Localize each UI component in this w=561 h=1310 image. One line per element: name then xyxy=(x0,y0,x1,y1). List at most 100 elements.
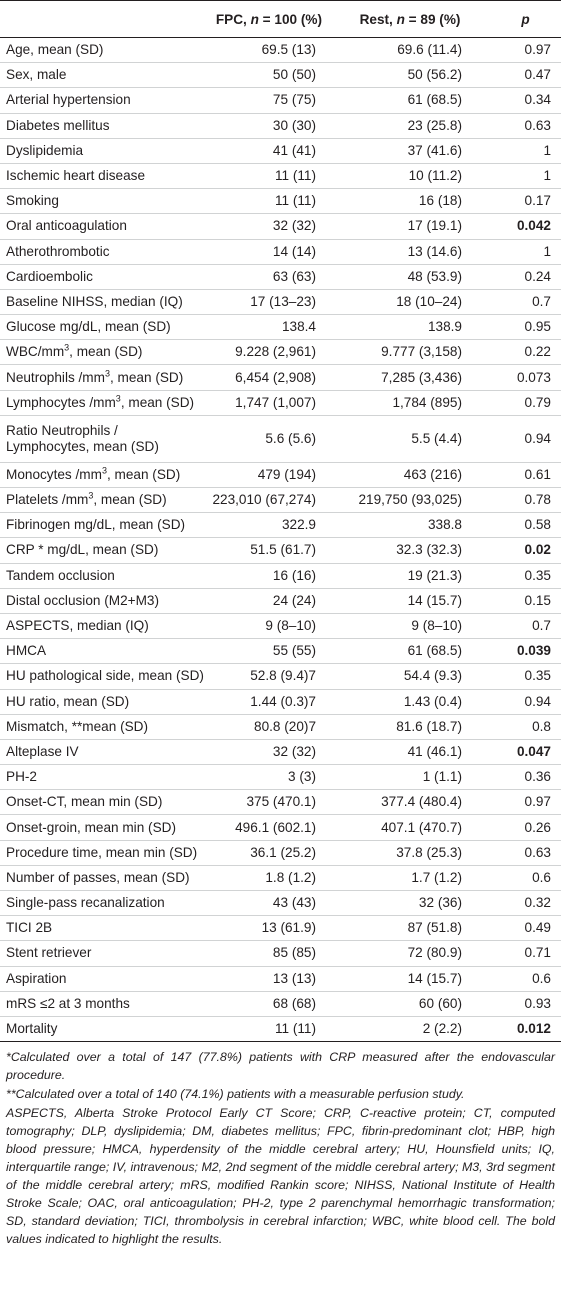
cell-fpc: 3 (3) xyxy=(198,764,330,791)
table-row: Mismatch, **mean (SD) 80.8 (20)7 81.6 (18.… xyxy=(0,714,561,740)
cell-rest: 37 (41.6) xyxy=(330,138,490,164)
row-label: Aspiration xyxy=(0,966,198,992)
row-label: Dyslipidemia xyxy=(0,138,198,164)
table-row: TICI 2B 13 (61.9) 87 (51.8) 0.49 xyxy=(0,915,561,942)
header-fpc: FPC, n = 100 (%) xyxy=(198,0,330,38)
cell-rest: 9 (8–10) xyxy=(330,613,490,640)
cell-p-value: 0.32 xyxy=(490,890,561,917)
table-row: Tandem occlusion 16 (16) 19 (21.3) 0.35 xyxy=(0,563,561,589)
row-label: Cardioembolic xyxy=(0,264,198,290)
cell-fpc: 11 (11) xyxy=(198,163,330,190)
cell-rest: 7,285 (3,436) xyxy=(330,364,490,391)
cell-fpc: 68 (68) xyxy=(198,991,330,1017)
cell-p-value: 0.61 xyxy=(490,462,561,489)
cell-fpc: 41 (41) xyxy=(198,138,330,164)
cell-rest: 61 (68.5) xyxy=(330,638,490,665)
cell-rest: 48 (53.9) xyxy=(330,264,490,290)
header-row: FPC, n = 100 (%) Rest, n = 89 (%) p xyxy=(0,0,561,38)
table-row: mRS ≤2 at 3 months 68 (68) 60 (60) 0.93 xyxy=(0,991,561,1017)
cell-rest: 19 (21.3) xyxy=(330,563,490,589)
table-row: PH-2 3 (3) 1 (1.1) 0.36 xyxy=(0,764,561,791)
row-label: HU ratio, mean (SD) xyxy=(0,689,198,715)
cell-p-value: 0.49 xyxy=(490,915,561,942)
header-rest-n: n xyxy=(396,11,405,27)
cell-rest: 1 (1.1) xyxy=(330,764,490,791)
cell-fpc: 63 (63) xyxy=(198,264,330,290)
cell-p-value: 0.36 xyxy=(490,764,561,791)
cell-p-value: 0.7 xyxy=(490,613,561,640)
cell-p-value: 0.34 xyxy=(490,87,561,114)
cell-fpc: 13 (61.9) xyxy=(198,915,330,942)
table-row: ASPECTS, median (IQ) 9 (8–10) 9 (8–10) 0.7 xyxy=(0,613,561,640)
row-label: Tandem occlusion xyxy=(0,563,198,589)
row-label: Mismatch, **mean (SD) xyxy=(0,714,198,740)
row-label: Ratio Neutrophils / Lymphocytes, mean (S… xyxy=(0,415,198,463)
cell-rest: 18 (10–24) xyxy=(330,289,490,316)
row-label-suffix: , mean (SD) xyxy=(106,466,181,482)
row-label-superscript: 3 xyxy=(88,490,94,501)
footnote: *Calculated over a total of 147 (77.8%) … xyxy=(6,1050,555,1083)
cell-p-value: 0.073 xyxy=(490,364,561,391)
cell-fpc: 322.9 xyxy=(198,512,330,539)
footnote: ASPECTS, Alberta Stroke Protocol Early C… xyxy=(6,1106,555,1247)
cell-p-value: 0.012 xyxy=(490,1016,561,1043)
cell-rest: 9.777 (3,158) xyxy=(330,339,490,366)
cell-rest: 32.3 (32.3) xyxy=(330,537,490,564)
row-label-text: Neutrophils /mm xyxy=(6,369,105,385)
cell-fpc: 9.228 (2,961) xyxy=(198,339,330,366)
cell-rest: 50 (56.2) xyxy=(330,62,490,89)
row-label: Platelets /mm3, mean (SD) xyxy=(0,487,198,514)
table-row: Diabetes mellitus 30 (30) 23 (25.8) 0.63 xyxy=(0,113,561,139)
table-row: HU pathological side, mean (SD) 52.8 (9.4… xyxy=(0,663,561,690)
footnote: **Calculated over a total of 140 (74.1%)… xyxy=(6,1087,465,1102)
cell-rest: 81.6 (18.7) xyxy=(330,714,490,740)
table-row: Fibrinogen mg/dL, mean (SD) 322.9 338.8 0.5… xyxy=(0,512,561,539)
cell-rest: 10 (11.2) xyxy=(330,163,490,190)
cell-p-value: 0.047 xyxy=(490,739,561,766)
row-label: Lymphocytes /mm3, mean (SD) xyxy=(0,390,198,416)
cell-p-value: 0.94 xyxy=(490,415,561,463)
header-rest-suffix: = 89 (%) xyxy=(404,11,461,27)
cell-p-value: 0.93 xyxy=(490,991,561,1017)
row-label: Baseline NIHSS, median (IQ) xyxy=(0,289,198,316)
cell-p-value: 0.35 xyxy=(490,563,561,589)
cell-rest: 138.9 xyxy=(330,314,490,341)
cell-p-value: 0.6 xyxy=(490,865,561,892)
table-row: WBC/mm3, mean (SD) 9.228 (2,961) 9.777 (3,… xyxy=(0,339,561,366)
cell-fpc: 52.8 (9.4)7 xyxy=(198,663,330,690)
row-label: Stent retriever xyxy=(0,940,198,967)
table-row: Smoking 11 (11) 16 (18) 0.17 xyxy=(0,188,561,215)
cell-p-value: 0.6 xyxy=(490,966,561,992)
table-row: Dyslipidemia 41 (41) 37 (41.6) 1 xyxy=(0,138,561,164)
cell-p-value: 0.58 xyxy=(490,512,561,539)
cell-p-value: 0.71 xyxy=(490,940,561,967)
table-row: Mortality 11 (11) 2 (2.2) 0.012 xyxy=(0,1016,561,1043)
cell-fpc: 80.8 (20)7 xyxy=(198,714,330,740)
cell-rest: 2 (2.2) xyxy=(330,1016,490,1043)
cell-p-value: 0.17 xyxy=(490,188,561,215)
cell-p-value: 1 xyxy=(490,239,561,265)
cell-rest: 41 (46.1) xyxy=(330,739,490,766)
cell-p-value: 0.78 xyxy=(490,487,561,514)
row-label-superscript: 3 xyxy=(115,393,121,404)
cell-fpc: 51.5 (61.7) xyxy=(198,537,330,564)
table-row: Procedure time, mean min (SD) 36.1 (25.2)… xyxy=(0,840,561,866)
cell-rest: 1.43 (0.4) xyxy=(330,689,490,715)
table-row: Ischemic heart disease 11 (11) 10 (11.2) 1 xyxy=(0,163,561,190)
row-label: Alteplase IV xyxy=(0,739,198,766)
table-row: Aspiration 13 (13) 14 (15.7) 0.6 xyxy=(0,966,561,992)
cell-fpc: 479 (194) xyxy=(198,462,330,489)
table-row: Arterial hypertension 75 (75) 61 (68.5) 0.3… xyxy=(0,87,561,114)
header-fpc-suffix: = 100 (%) xyxy=(258,11,322,27)
cell-fpc: 36.1 (25.2) xyxy=(198,840,330,866)
row-label: TICI 2B xyxy=(0,915,198,942)
cell-rest: 17 (19.1) xyxy=(330,213,490,240)
row-label-text: WBC/mm xyxy=(6,344,65,360)
row-label: Neutrophils /mm3, mean (SD) xyxy=(0,364,198,391)
cell-fpc: 85 (85) xyxy=(198,940,330,967)
table-row: Atherothrombotic 14 (14) 13 (14.6) 1 xyxy=(0,239,561,265)
cell-rest: 87 (51.8) xyxy=(330,915,490,942)
row-label-suffix: , mean (SD) xyxy=(109,369,184,385)
cell-rest: 32 (36) xyxy=(330,890,490,917)
cell-fpc: 11 (11) xyxy=(198,188,330,215)
